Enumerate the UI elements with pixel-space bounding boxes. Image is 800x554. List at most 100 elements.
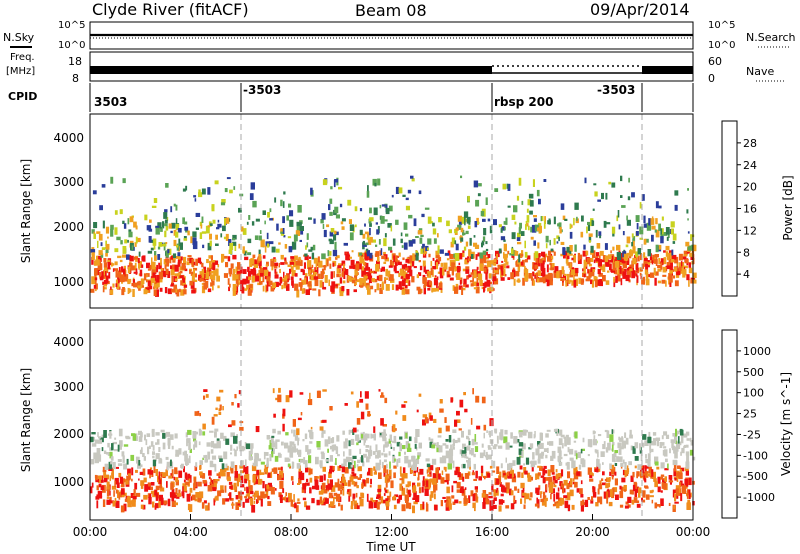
echo-cell <box>383 453 388 458</box>
echo-cell <box>547 441 552 445</box>
echo-cell <box>573 217 575 226</box>
echo-cell <box>343 441 348 449</box>
echo-cell <box>451 485 454 493</box>
echo-cell <box>134 242 137 247</box>
echo-cell <box>335 447 339 454</box>
echo-cell <box>335 256 338 260</box>
echo-cell <box>686 209 689 214</box>
echo-cell <box>292 419 296 427</box>
echo-cell <box>499 476 502 484</box>
echo-cell <box>380 216 385 224</box>
echo-cell <box>102 469 107 472</box>
colorbar-tick-label: -25 <box>743 428 761 441</box>
echo-cell <box>681 447 685 454</box>
echo-cell <box>170 206 173 213</box>
echo-cell <box>464 219 468 222</box>
echo-cell <box>122 178 126 184</box>
echo-cell <box>415 429 420 437</box>
power-echo-layer <box>90 175 697 298</box>
echo-cell <box>297 437 300 442</box>
echo-cell <box>663 449 668 457</box>
echo-cell <box>401 245 404 248</box>
cpid-value: -3503 <box>243 83 281 97</box>
echo-cell <box>330 485 336 492</box>
echo-cell <box>137 258 140 264</box>
echo-cell <box>299 239 302 242</box>
echo-cell <box>179 275 184 278</box>
echo-cell <box>103 430 107 438</box>
echo-cell <box>232 273 237 281</box>
echo-cell <box>606 498 609 504</box>
echo-cell <box>651 448 654 453</box>
echo-cell <box>284 457 289 462</box>
echo-cell <box>101 271 104 279</box>
echo-cell <box>626 236 631 244</box>
echo-cell <box>415 236 419 238</box>
echo-cell <box>444 480 449 483</box>
echo-cell <box>117 270 122 278</box>
echo-cell <box>534 264 539 269</box>
echo-cell <box>396 260 400 263</box>
echo-cell <box>240 226 244 232</box>
echo-cell <box>361 266 365 271</box>
echo-cell <box>556 235 560 239</box>
echo-cell <box>339 288 344 297</box>
echo-cell <box>250 182 255 190</box>
cpid-label: CPID <box>8 90 37 103</box>
echo-cell <box>670 439 675 444</box>
echo-cell <box>153 198 158 203</box>
echo-cell <box>375 462 380 471</box>
echo-cell <box>544 216 546 224</box>
echo-cell <box>658 205 662 209</box>
echo-cell <box>324 275 328 283</box>
echo-cell <box>131 478 133 482</box>
echo-cell <box>365 248 369 251</box>
echo-cell <box>483 267 487 273</box>
echo-cell <box>296 463 301 469</box>
echo-cell <box>607 442 611 451</box>
time-tick-label: 04:00 <box>173 525 208 539</box>
echo-cell <box>610 466 616 475</box>
echo-cell <box>159 497 164 506</box>
echo-cell <box>500 228 503 233</box>
echo-cell <box>199 278 204 282</box>
echo-cell <box>443 466 446 470</box>
echo-cell <box>655 271 659 276</box>
echo-cell <box>560 203 565 210</box>
echo-cell <box>627 196 631 201</box>
echo-cell <box>262 255 266 259</box>
echo-cell <box>146 225 152 231</box>
echo-cell <box>284 442 289 449</box>
echo-cell <box>384 474 387 483</box>
echo-cell <box>214 428 219 432</box>
echo-cell <box>340 484 343 490</box>
echo-cell <box>463 283 466 287</box>
echo-cell <box>321 455 325 458</box>
echo-cell <box>690 279 695 284</box>
echo-cell <box>482 475 488 478</box>
echo-cell <box>526 215 530 223</box>
echo-cell <box>203 500 207 504</box>
echo-cell <box>313 218 316 224</box>
echo-cell <box>546 264 549 273</box>
echo-cell <box>678 253 683 261</box>
echo-cell <box>632 257 637 265</box>
echo-cell <box>255 260 258 268</box>
echo-cell <box>683 254 688 257</box>
echo-cell <box>366 233 370 240</box>
noise-left-top-tick: 10^5 <box>58 20 85 31</box>
echo-cell <box>498 224 502 228</box>
echo-cell <box>594 191 598 197</box>
echo-cell <box>593 276 597 282</box>
echo-cell <box>441 470 444 475</box>
echo-cell <box>587 225 591 231</box>
echo-cell <box>355 263 360 271</box>
echo-cell <box>359 208 363 212</box>
echo-cell <box>429 441 433 448</box>
echo-cell <box>93 437 95 442</box>
echo-cell <box>660 236 664 244</box>
echo-cell <box>610 489 613 497</box>
echo-cell <box>252 254 256 258</box>
echo-cell <box>287 236 292 239</box>
echo-cell <box>170 265 174 269</box>
